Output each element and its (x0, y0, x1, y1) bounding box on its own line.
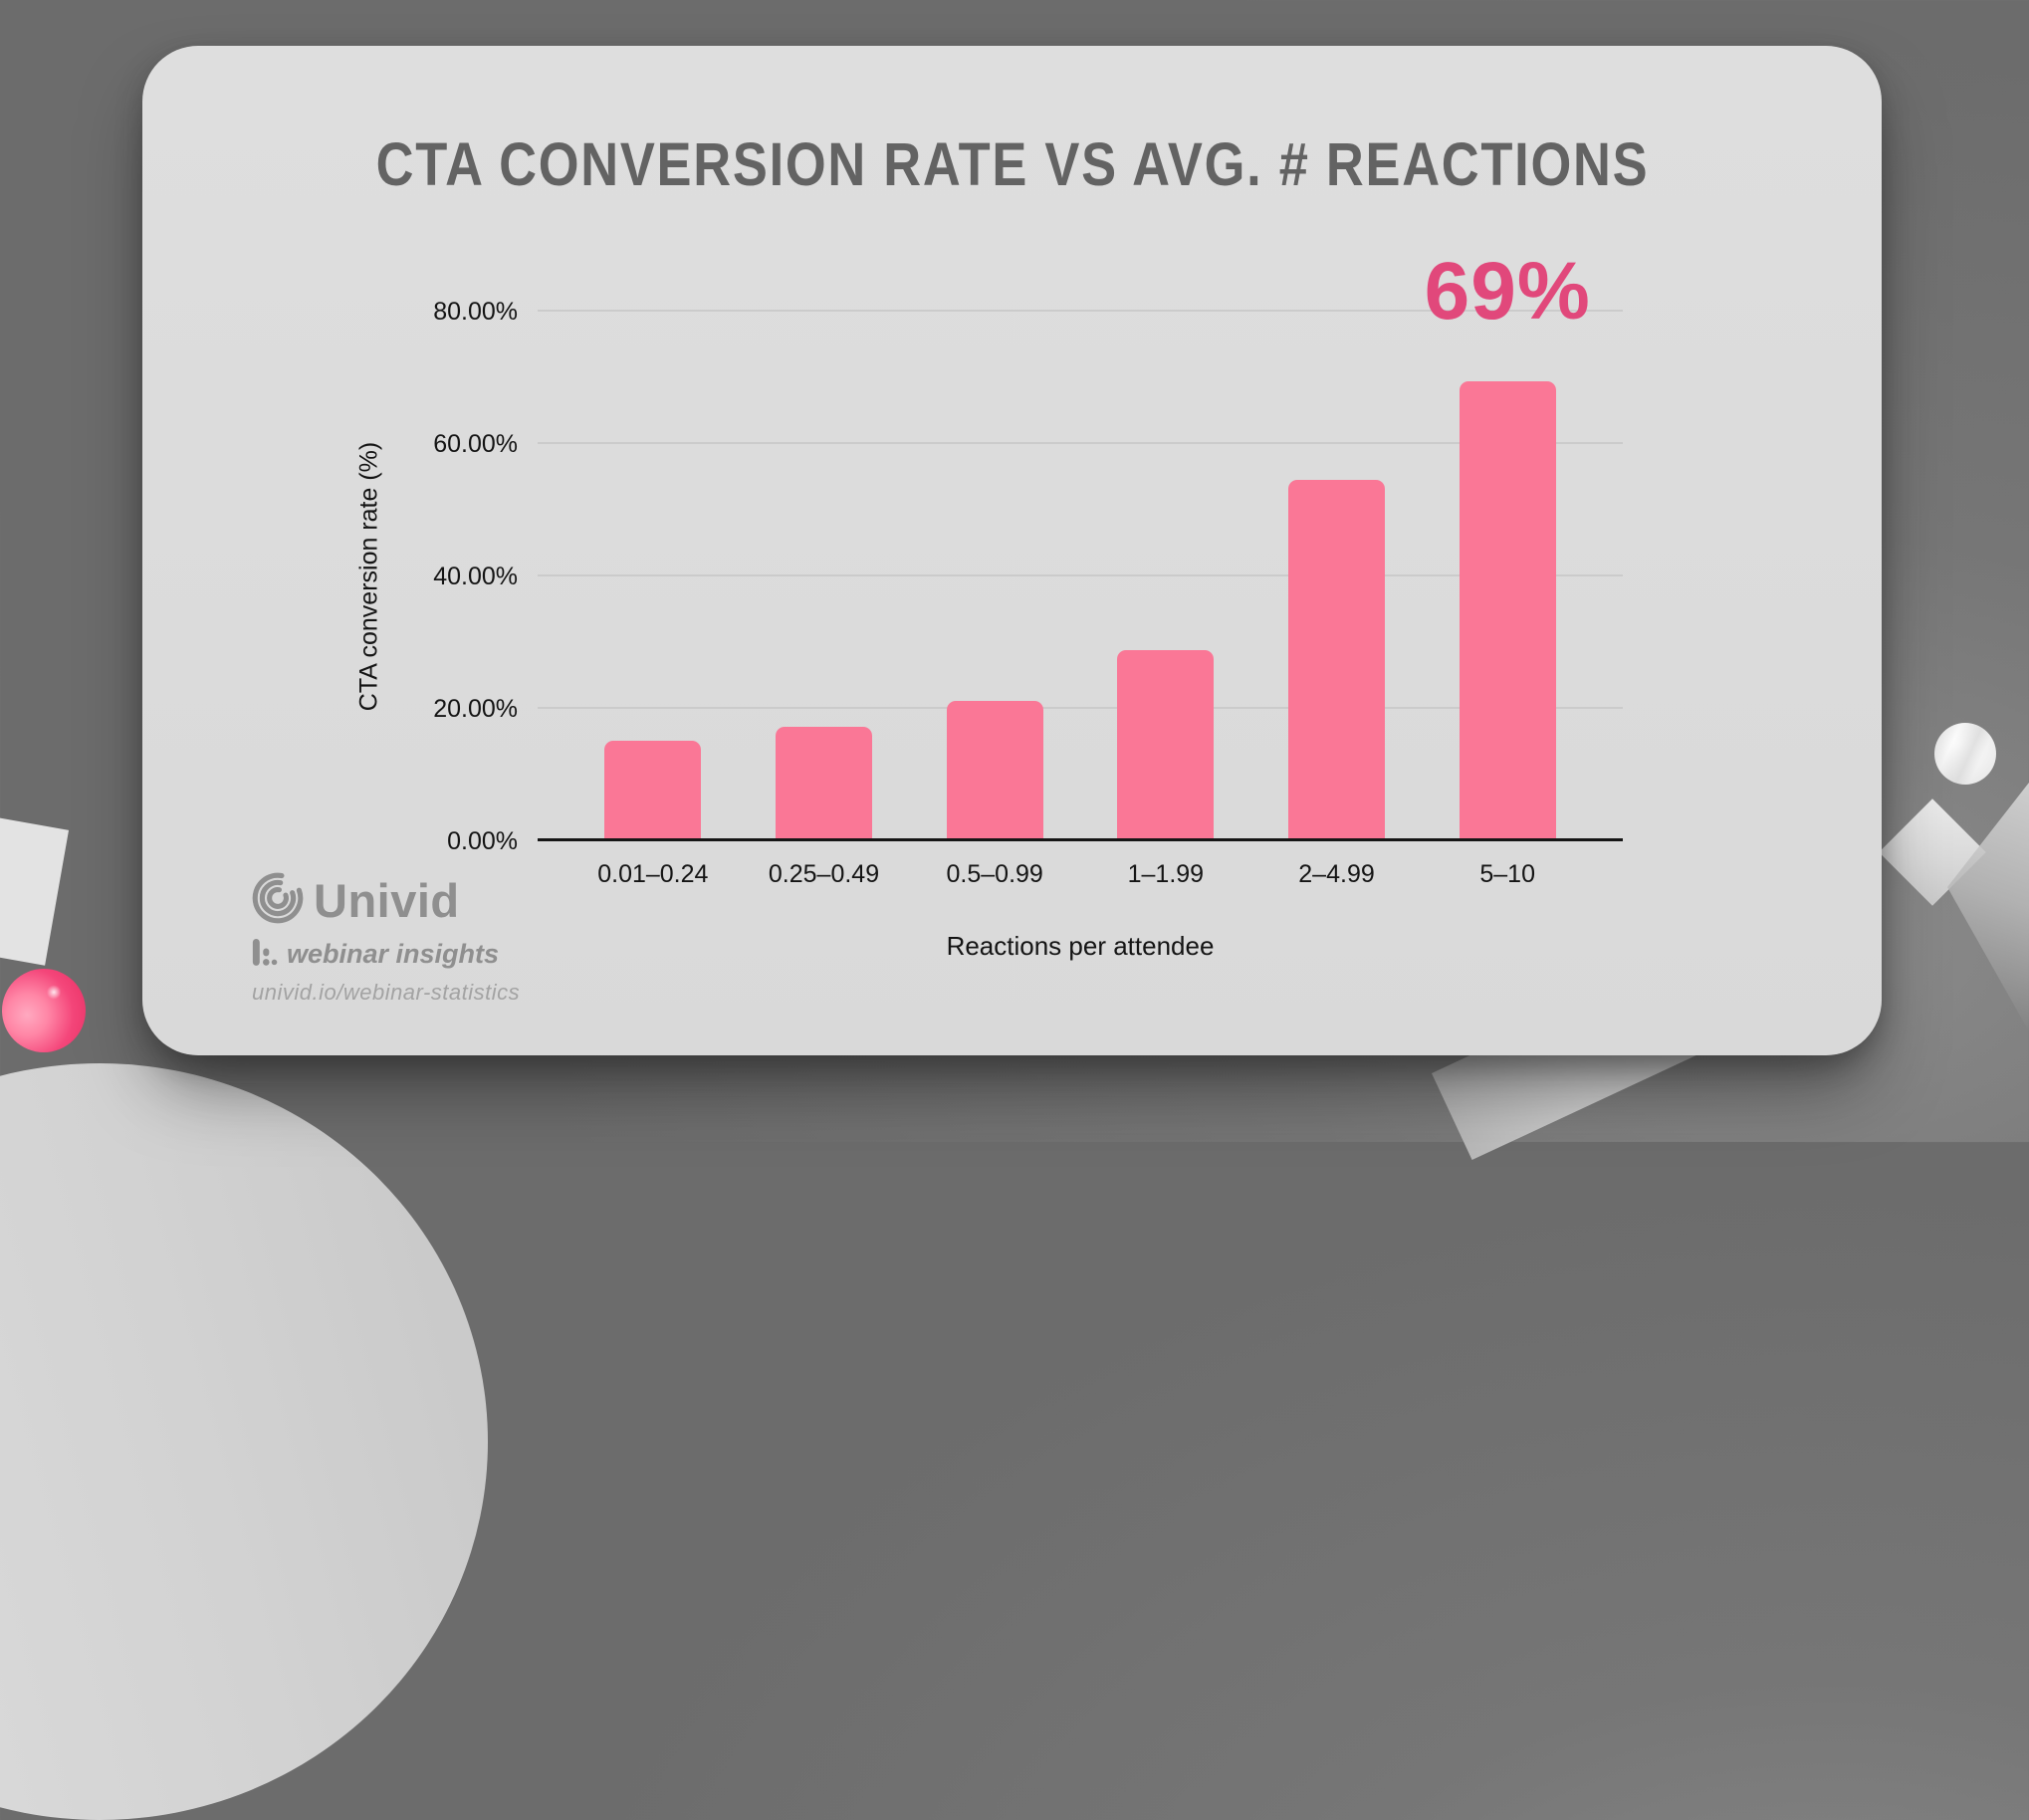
bar-column (1251, 266, 1423, 838)
logo-text: Univid (314, 874, 460, 927)
bar-2–4.99 (1288, 479, 1386, 838)
decor-corner-wedge (1947, 783, 2029, 1031)
bar-column (567, 266, 739, 838)
bar-0.25–0.49 (776, 726, 872, 838)
y-tick-label: 60.00% (433, 430, 518, 458)
bar-1–1.99 (1117, 650, 1215, 838)
x-tick-labels: 0.01–0.24 0.25–0.49 0.5–0.99 1–1.99 2–4.99 5–… (567, 860, 1593, 889)
branding-url: univid.io/webinar-statistics (252, 980, 521, 1005)
mini-bar-chart-icon (252, 937, 278, 972)
logo-row: Univid (248, 868, 666, 933)
x-tick-label: 2–4.99 (1298, 860, 1375, 888)
bar-0.01–0.24 (604, 741, 702, 838)
bar-column: 69% (1422, 246, 1593, 838)
bar-5–10 (1459, 381, 1556, 838)
bar-column (739, 266, 910, 838)
chart-title: CTA CONVERSION RATE VS AVG. # REACTIONS (375, 130, 1649, 198)
gridline-20.00% (538, 707, 1623, 709)
y-tick-label: 80.00% (433, 298, 518, 326)
x-tick-label: 0.25–0.49 (768, 860, 880, 888)
x-tick-label: 0.5–0.99 (946, 860, 1043, 888)
decor-pink-marble-circle (2, 969, 86, 1052)
tagline-text: webinar insights (287, 939, 500, 969)
univid-swirl-logo-icon (248, 868, 308, 933)
x-tick-label: 0.01–0.24 (597, 860, 709, 888)
bar-0.5–0.99 (946, 701, 1043, 838)
decor-white-marble-circle (1934, 723, 1996, 785)
gridline-80.00% (538, 310, 1623, 312)
x-tick-label: 1–1.99 (1127, 860, 1205, 888)
branding-block: Univid webinar insights univid.io/webina… (248, 868, 666, 1006)
x-axis-line (538, 838, 1623, 841)
y-tick-label: 40.00% (433, 563, 518, 590)
tagline-row: webinar insights (252, 937, 666, 972)
x-tick-label: 5–10 (1479, 860, 1535, 888)
chart-card: CTA CONVERSION RATE VS AVG. # REACTIONS … (142, 46, 1882, 1055)
gridline-40.00% (538, 574, 1623, 576)
gridline-60.00% (538, 442, 1623, 444)
y-tick-label: 0.00% (447, 827, 518, 855)
plot-area: 69% 0.00% 20.00% 40.00% 60.00% 80.00% (433, 246, 1623, 855)
bar-column (1080, 266, 1251, 838)
x-axis-title: Reactions per attendee (946, 931, 1215, 961)
bars-container: 69% (567, 246, 1593, 838)
decor-tilted-square (0, 808, 70, 966)
bar-column (909, 266, 1080, 838)
decor-bottom-left-blob (0, 1063, 488, 1820)
peak-value-annotation: 69% (1424, 246, 1591, 338)
y-tick-label: 20.00% (433, 695, 518, 723)
